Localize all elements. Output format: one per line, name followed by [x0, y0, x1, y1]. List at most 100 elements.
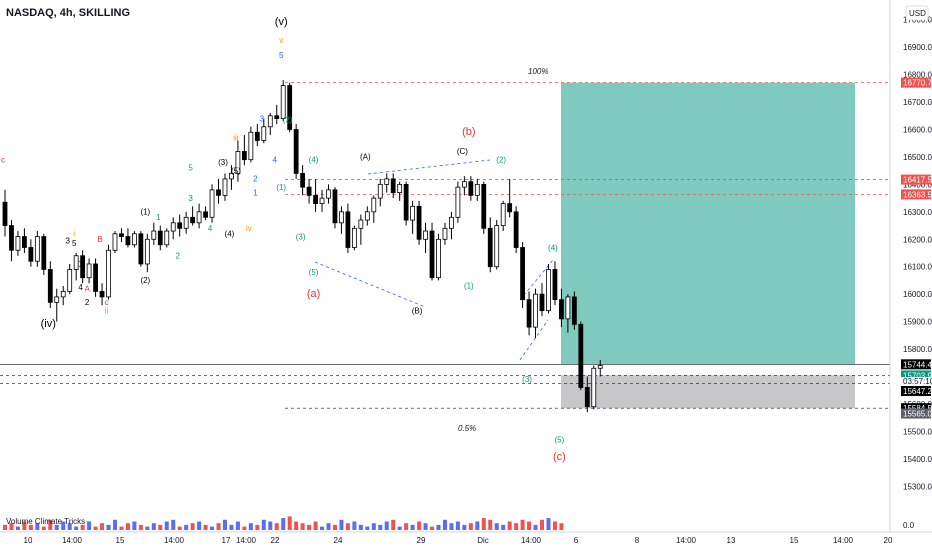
- currency-button[interactable]: USD: [905, 5, 929, 21]
- candle[interactable]: [15, 236, 21, 251]
- candle[interactable]: [261, 126, 267, 141]
- candle[interactable]: [274, 115, 280, 119]
- price-axis[interactable]: [890, 0, 932, 532]
- candle[interactable]: [520, 247, 525, 301]
- candle[interactable]: [319, 197, 325, 205]
- price-tag[interactable]: [901, 385, 931, 396]
- candle[interactable]: [80, 255, 86, 279]
- candle[interactable]: [151, 230, 157, 240]
- price-tag[interactable]: [901, 359, 931, 370]
- candle[interactable]: [416, 205, 422, 240]
- trendline-diag-lower[interactable]: [519, 319, 549, 361]
- candle[interactable]: [552, 269, 558, 301]
- candle[interactable]: [267, 115, 273, 128]
- candle[interactable]: [144, 238, 150, 265]
- candle[interactable]: [47, 269, 53, 303]
- candle[interactable]: [326, 189, 331, 199]
- candle[interactable]: [494, 225, 500, 268]
- candle[interactable]: [9, 225, 14, 251]
- candle[interactable]: [125, 236, 131, 246]
- candle[interactable]: [377, 183, 383, 199]
- candle[interactable]: [500, 203, 506, 226]
- candle[interactable]: [442, 227, 448, 240]
- candle[interactable]: [157, 230, 163, 246]
- candle[interactable]: [300, 173, 306, 188]
- candle[interactable]: [371, 197, 377, 213]
- candle[interactable]: [254, 131, 260, 141]
- candle[interactable]: [358, 219, 364, 229]
- candle[interactable]: [235, 151, 241, 174]
- candle[interactable]: [539, 293, 545, 312]
- price-tag[interactable]: [901, 408, 931, 419]
- candle[interactable]: [584, 387, 590, 408]
- candle[interactable]: [287, 85, 293, 130]
- candle[interactable]: [306, 186, 312, 196]
- candle[interactable]: [106, 249, 111, 298]
- price-tag[interactable]: [901, 403, 931, 414]
- candle[interactable]: [591, 367, 597, 408]
- candle[interactable]: [468, 181, 474, 196]
- candle[interactable]: [280, 85, 286, 119]
- candle[interactable]: [546, 269, 551, 312]
- candle[interactable]: [177, 222, 183, 229]
- candle[interactable]: [571, 296, 577, 325]
- candle[interactable]: [578, 323, 584, 388]
- candle[interactable]: [397, 183, 403, 194]
- candle[interactable]: [507, 203, 513, 213]
- candle[interactable]: [410, 205, 416, 221]
- candle[interactable]: [93, 263, 98, 292]
- candle[interactable]: [390, 178, 396, 194]
- candle[interactable]: [455, 186, 461, 218]
- candle[interactable]: [364, 211, 370, 221]
- candle[interactable]: [597, 365, 603, 369]
- candle[interactable]: [216, 189, 221, 196]
- candle[interactable]: [86, 263, 92, 279]
- candle[interactable]: [209, 189, 215, 218]
- candle[interactable]: [73, 255, 79, 270]
- candle[interactable]: [436, 238, 441, 279]
- candle[interactable]: [403, 183, 409, 221]
- candle[interactable]: [241, 151, 247, 161]
- trendline-b-upper[interactable]: [367, 159, 491, 175]
- candle[interactable]: [67, 269, 73, 292]
- candle[interactable]: [170, 222, 176, 232]
- candle[interactable]: [559, 299, 564, 320]
- price-tag[interactable]: [901, 77, 931, 88]
- candle[interactable]: [345, 211, 351, 248]
- trendline-a-lower[interactable]: [314, 261, 426, 308]
- trendline-diag-upper[interactable]: [519, 259, 554, 301]
- candle[interactable]: [351, 227, 357, 248]
- price-tag[interactable]: [901, 189, 931, 200]
- candle[interactable]: [474, 183, 480, 196]
- candle[interactable]: [22, 236, 27, 248]
- candle[interactable]: [526, 299, 532, 328]
- candle[interactable]: [34, 236, 40, 262]
- candle[interactable]: [339, 211, 344, 224]
- candle[interactable]: [332, 189, 338, 224]
- candle[interactable]: [293, 129, 299, 174]
- candle[interactable]: [99, 291, 105, 298]
- candle[interactable]: [131, 233, 137, 246]
- candle[interactable]: [423, 230, 428, 240]
- candle[interactable]: [28, 247, 34, 262]
- candle[interactable]: [222, 178, 228, 196]
- candle[interactable]: [2, 201, 8, 226]
- candle[interactable]: [190, 216, 196, 224]
- candle[interactable]: [429, 230, 435, 279]
- candle[interactable]: [203, 211, 208, 218]
- candle[interactable]: [229, 173, 234, 180]
- candle[interactable]: [248, 131, 254, 161]
- candle[interactable]: [119, 233, 124, 237]
- candle[interactable]: [513, 211, 519, 248]
- candle[interactable]: [384, 178, 390, 185]
- candle[interactable]: [313, 194, 318, 205]
- candle[interactable]: [196, 211, 202, 224]
- stop-zone[interactable]: [561, 375, 855, 409]
- candle[interactable]: [112, 233, 118, 251]
- candle[interactable]: [164, 230, 170, 246]
- price-tag[interactable]: [901, 174, 931, 185]
- candle[interactable]: [481, 183, 487, 229]
- candle[interactable]: [60, 291, 66, 298]
- candle[interactable]: [449, 216, 454, 229]
